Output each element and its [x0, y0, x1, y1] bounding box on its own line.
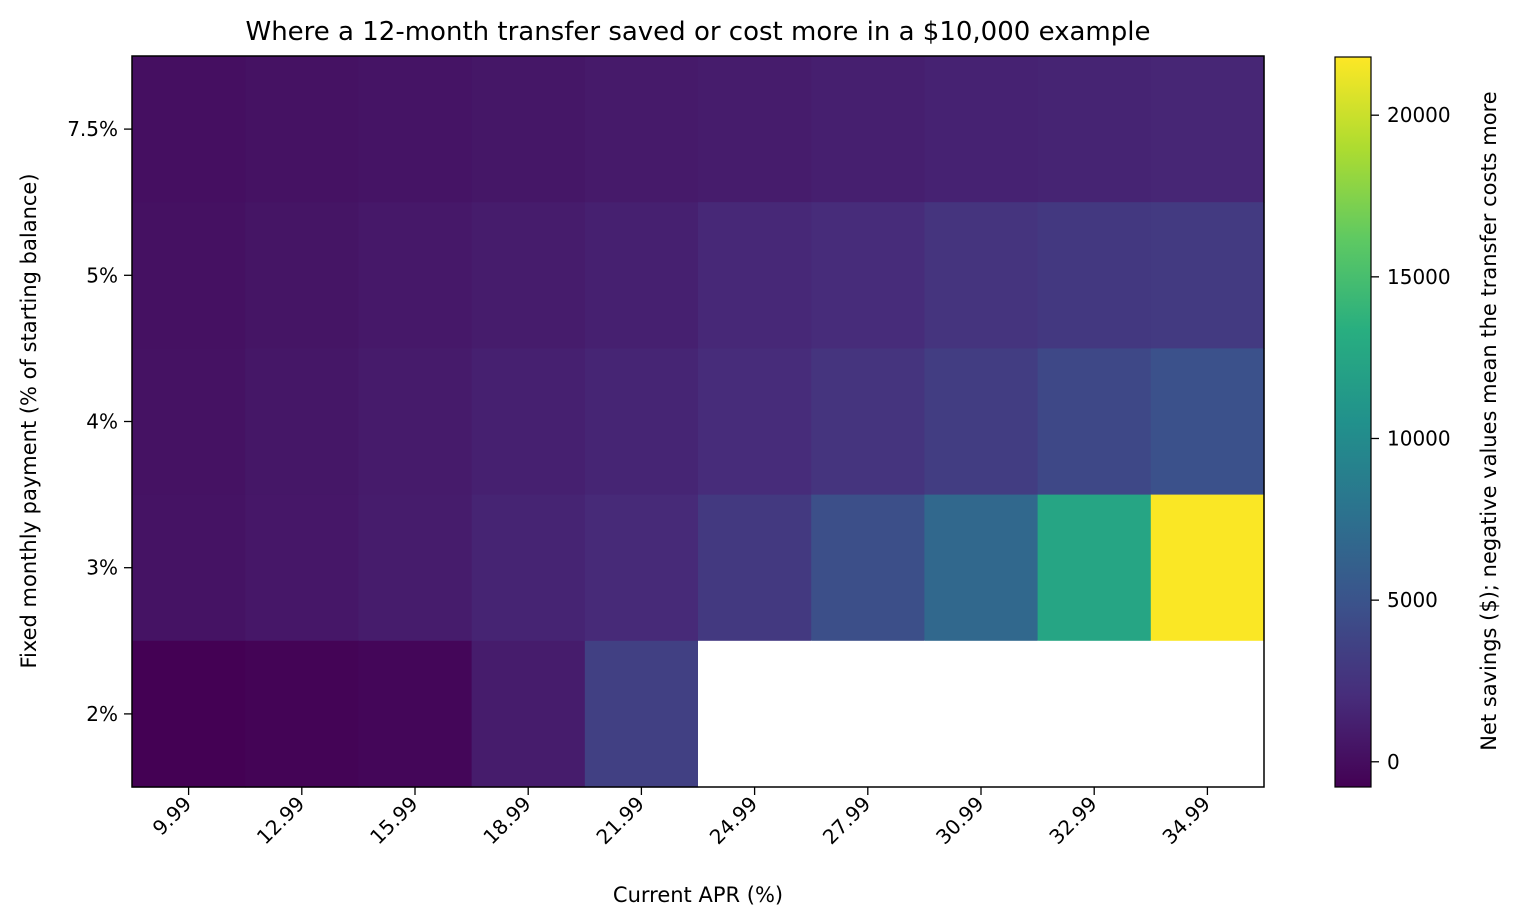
heatmap-cell: [584, 640, 699, 788]
y-axis: 7.5% 5% 4% 3% 2%: [67, 117, 132, 726]
heatmap-cell: [471, 202, 586, 349]
colorbar-tick-label: 5000: [1387, 588, 1438, 612]
heatmap-cell: [1037, 202, 1152, 349]
heatmap-cell: [245, 202, 359, 349]
heatmap-cell: [132, 56, 246, 203]
heatmap-cell: [358, 640, 473, 788]
y-tick-label: 7.5%: [67, 117, 118, 141]
heatmap-cell: [811, 56, 925, 203]
heatmap-cell: [811, 348, 925, 496]
heatmap-cell: [245, 348, 359, 496]
heatmap-cell: [471, 640, 586, 788]
heatmap-cell: [132, 494, 246, 642]
x-axis-label: Current APR (%): [613, 883, 783, 907]
heatmap-cell: [1037, 494, 1152, 642]
heatmap-cell: [471, 494, 586, 642]
x-tick-label: 30.99: [931, 792, 988, 849]
heatmap-cell: [471, 56, 586, 203]
colorbar-tick-label: 20000: [1387, 103, 1451, 127]
chart-title: Where a 12-month transfer saved or cost …: [246, 17, 1151, 47]
colorbar-label: Net savings ($); negative values mean th…: [1477, 91, 1501, 750]
heatmap-cell: [132, 202, 246, 349]
x-tick-label: 24.99: [705, 792, 762, 849]
heatmap-cell: [132, 348, 246, 496]
heatmap-cell: [358, 494, 473, 642]
x-tick-label: 15.99: [365, 792, 422, 849]
y-tick-label: 3%: [86, 556, 118, 580]
heatmap-cell: [132, 640, 246, 788]
y-tick-label: 2%: [86, 702, 118, 726]
heatmap-cell: [358, 348, 473, 496]
heatmap-cell: [924, 348, 1039, 496]
heatmap-cell: [924, 56, 1039, 203]
x-tick-label: 9.99: [148, 792, 196, 840]
x-tick-label: 21.99: [591, 792, 648, 849]
heatmap-cell: [1150, 202, 1265, 349]
y-axis-label: Fixed monthly payment (% of starting bal…: [17, 173, 41, 668]
heatmap-cell: [584, 348, 699, 496]
heatmap-cell: [698, 348, 812, 496]
heatmap-cell: [924, 640, 1039, 788]
heatmap-cell: [1150, 494, 1265, 642]
heatmap-cell: [245, 56, 359, 203]
heatmap-cell: [1150, 640, 1265, 788]
heatmap-cell: [1150, 348, 1265, 496]
colorbar: [1334, 56, 1372, 788]
x-tick-label: 12.99: [252, 792, 309, 849]
x-tick-label: 34.99: [1157, 792, 1214, 849]
heatmap-cell: [924, 494, 1039, 642]
heatmap-cell: [1150, 56, 1265, 203]
colorbar-tick-label: 15000: [1387, 265, 1451, 289]
x-tick-label: 18.99: [478, 792, 535, 849]
colorbar-tick-label: 0: [1387, 750, 1400, 774]
heatmap-cell: [698, 56, 812, 203]
heatmap-cell: [245, 640, 359, 788]
heatmap-cell: [698, 494, 812, 642]
heatmap-cell: [358, 202, 473, 349]
heatmap-cell: [811, 640, 925, 788]
colorbar-tick-label: 10000: [1387, 426, 1451, 450]
heatmap-cell: [924, 202, 1039, 349]
heatmap-cell: [1037, 348, 1152, 496]
colorbar-axis: 0 5000 10000 15000 20000: [1371, 103, 1451, 774]
heatmap-cell: [245, 494, 359, 642]
heatmap-cell: [1037, 640, 1152, 788]
x-axis: 9.99 12.99 15.99 18.99 21.99 24.99 27.99 30.99 3…: [148, 787, 1215, 849]
heatmap-cell: [811, 494, 925, 642]
heatmap-cell: [471, 348, 586, 496]
x-tick-label: 32.99: [1044, 792, 1101, 849]
heatmap-cell: [584, 56, 699, 203]
heatmap-cell: [1037, 56, 1152, 203]
heatmap-cell: [698, 640, 812, 788]
y-tick-label: 4%: [86, 410, 118, 434]
heatmap-cell: [358, 56, 473, 203]
x-tick-label: 27.99: [818, 792, 875, 849]
heatmap-cell: [584, 494, 699, 642]
heatmap-cells: [132, 56, 1265, 788]
heatmap-cell: [584, 202, 699, 349]
y-tick-label: 5%: [86, 263, 118, 287]
heatmap-cell: [811, 202, 925, 349]
heatmap-cell: [698, 202, 812, 349]
